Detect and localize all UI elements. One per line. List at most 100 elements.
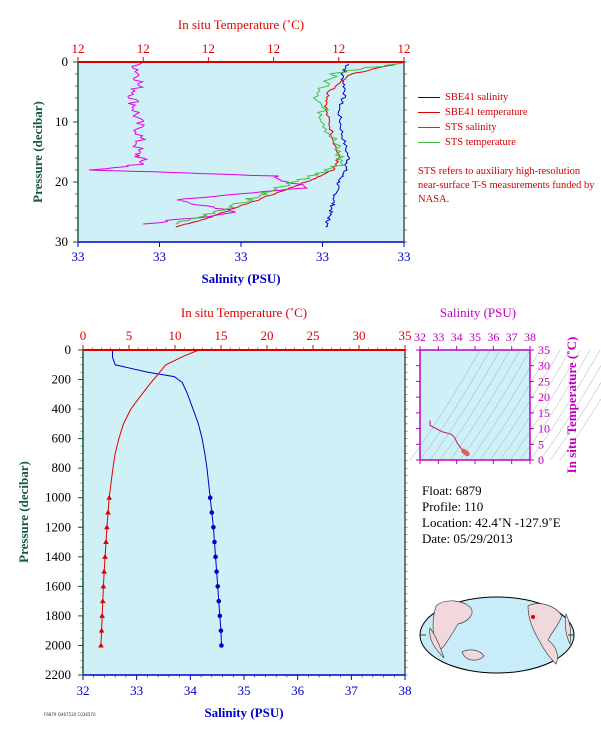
ts-temp-tick-label: 10 <box>538 422 550 436</box>
bottom-salinity-marker <box>207 495 213 501</box>
ts-isopycnal-line <box>479 349 551 461</box>
top-series-group <box>88 62 403 228</box>
bottom-temperature-marker <box>103 539 109 545</box>
top-pressure-tick-label: 20 <box>55 174 68 189</box>
ts-temp-tick-label: 25 <box>538 374 550 388</box>
world-map <box>419 596 575 674</box>
bottom-pressure-tick-label: 400 <box>52 401 72 416</box>
bottom-pressure-tick-label: 600 <box>52 431 72 446</box>
top-pressure-tick-label: 10 <box>55 114 68 129</box>
top-temp-tick-label: 12 <box>137 41 150 56</box>
bottom-salinity-marker <box>209 510 215 515</box>
ts-temp-tick-label: 20 <box>538 390 550 404</box>
top-temp-tick-label: 12 <box>332 41 345 56</box>
top-series-line-sts-salinity <box>88 62 309 225</box>
legend-swatch <box>418 112 440 113</box>
ts-plot-area <box>419 349 531 461</box>
bottom-sal-axis-title: Salinity (PSU) <box>204 705 283 720</box>
bottom-salinity-marker <box>211 524 216 530</box>
bottom-salinity-marker <box>213 554 218 560</box>
bottom-temperature-marker <box>101 568 107 574</box>
legend-item-sts-temperature: STS temperature <box>418 135 528 150</box>
ts-temp-tick-label: 30 <box>538 359 550 373</box>
bottom-temp-tick-label: 20 <box>261 328 274 343</box>
ts-isopycnal-line <box>449 349 521 461</box>
bottom-salinity-marker <box>216 598 222 604</box>
legend-label: STS temperature <box>445 137 516 148</box>
bottom-pressure-tick-label: 1800 <box>45 608 71 623</box>
bottom-pressure-tick-label: 0 <box>65 342 72 357</box>
map-land-americas <box>527 603 563 665</box>
bottom-salinity-marker <box>212 539 217 545</box>
footer-small-text: F6879 Q467520 C036570 <box>44 712 96 717</box>
bottom-pressure-tick-label: 1000 <box>45 490 71 505</box>
bottom-salinity-marker <box>219 643 224 648</box>
ts-sal-tick-label: 35 <box>469 330 481 344</box>
bottom-ticks: 0 5 10 15 20 25 30 35 32 33 34 35 36 37 38 0 200 400 600 80… <box>45 328 412 698</box>
bottom-sal-tick-label: 33 <box>130 683 143 698</box>
bottom-plot-area <box>82 349 406 676</box>
legend-item-sts-salinity: STS salinity <box>418 120 528 135</box>
ts-isopycnal-line <box>429 349 501 461</box>
bottom-temp-tick-label: 10 <box>169 328 182 343</box>
ts-isopycnal-line <box>509 349 581 461</box>
bottom-pressure-tick-label: 1400 <box>45 549 71 564</box>
ts-isopycnal-line <box>439 349 511 461</box>
bottom-temp-axis-title: In situ Temperature (˚C) <box>181 305 307 320</box>
top-temp-tick-label: 12 <box>202 41 215 56</box>
bottom-temperature-marker <box>99 598 106 604</box>
bottom-pressure-tick-label: 2000 <box>45 637 71 652</box>
legend-label: STS salinity <box>445 122 497 133</box>
top-temp-tick-label: 12 <box>398 41 411 56</box>
bottom-salinity-marker <box>218 628 224 633</box>
ts-sal-tick-label: 32 <box>414 330 426 344</box>
bottom-salinity-marker <box>217 613 223 619</box>
bottom-pressure-tick-label: 1200 <box>45 519 71 534</box>
ts-isopycnal-line <box>549 382 601 461</box>
ts-sal-tick-label: 38 <box>524 330 536 344</box>
bottom-sal-tick-label: 37 <box>345 683 359 698</box>
bottom-temp-tick-label: 15 <box>215 328 228 343</box>
date: Date: 05/29/2013 <box>422 531 513 546</box>
top-pressure-tick-label: 30 <box>55 234 68 249</box>
legend-swatch <box>418 127 440 128</box>
bottom-pressure-tick-label: 1600 <box>45 578 71 593</box>
ts-isopycnal-line <box>529 349 601 461</box>
ts-profile-marker <box>464 451 470 457</box>
location: Location: 42.4˚N -127.9˚E <box>422 515 561 530</box>
ts-sal-axis-title: Salinity (PSU) <box>440 305 516 320</box>
bottom-pressure-axis-title: Pressure (decibar) <box>16 461 31 563</box>
bottom-sal-tick-label: 35 <box>238 683 251 698</box>
map-land-australia <box>461 649 485 661</box>
bottom-temp-tick-label: 25 <box>307 328 320 343</box>
ts-isopycnal-line <box>419 349 491 461</box>
top-ticks: 12 12 12 12 12 12 33 33 33 33 33 0 10 20 30 <box>55 41 411 264</box>
bottom-series-line-salinity <box>112 350 222 646</box>
top-temp-tick-label: 12 <box>72 41 85 56</box>
top-plot-area <box>77 61 405 243</box>
ts-sal-tick-label: 34 <box>451 330 463 344</box>
top-sal-tick-label: 33 <box>316 249 329 264</box>
top-series-line-sts-temperature <box>175 62 403 225</box>
bottom-temp-tick-label: 30 <box>353 328 366 343</box>
bottom-temp-tick-label: 5 <box>126 328 133 343</box>
bottom-sal-tick-label: 38 <box>399 683 412 698</box>
bottom-sal-tick-label: 34 <box>184 683 198 698</box>
top-chart: 12 12 12 12 12 12 33 33 33 33 33 0 10 20 30 In situ Te… <box>30 17 411 286</box>
top-pressure-tick-label: 0 <box>62 54 69 69</box>
top-series-line-sbe41-salinity <box>325 63 351 228</box>
top-series-line-sbe41-temperature <box>175 63 397 228</box>
ts-temp-tick-label: 15 <box>538 406 550 420</box>
ts-temp-tick-label: 35 <box>538 343 550 357</box>
bottom-temperature-marker <box>99 612 105 618</box>
ts-temp-axis-title: In situ Temperature (˚C) <box>564 337 579 474</box>
bottom-temperature-marker <box>98 627 105 633</box>
bottom-pressure-tick-label: 200 <box>52 372 72 387</box>
top-sal-axis-title: Salinity (PSU) <box>201 271 280 286</box>
bottom-series-group <box>98 349 224 648</box>
legend-label: SBE41 salinity <box>445 92 509 103</box>
top-temp-axis-title: In situ Temperature (˚C) <box>178 17 304 32</box>
